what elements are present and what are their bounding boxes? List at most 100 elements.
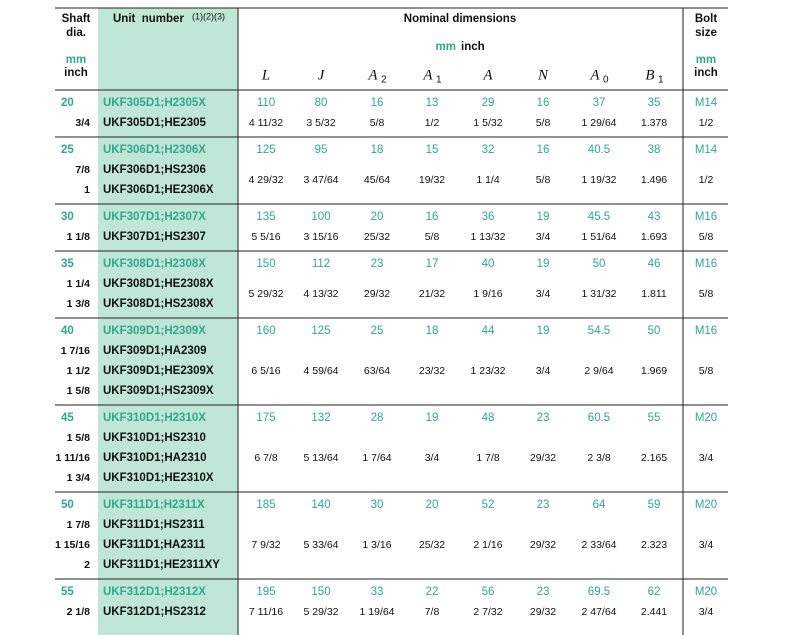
- dimension-mm: 150: [311, 586, 330, 598]
- shaft-inch: 1 1/4: [67, 278, 91, 290]
- unit-column-band: [98, 8, 238, 635]
- dimension-inch: 1 19/64: [359, 606, 394, 618]
- shaft-mm: 20: [61, 97, 74, 109]
- bolt-mm: M20: [695, 586, 717, 598]
- dimension-mm: 45.5: [588, 211, 610, 223]
- shaft-mm: 35: [61, 258, 74, 270]
- dimension-mm: 185: [256, 499, 275, 511]
- bolt-mm: M16: [695, 211, 717, 223]
- dimension-mm: 20: [371, 211, 384, 223]
- unit-inch: inch: [694, 67, 718, 79]
- dimension-mm: 30: [371, 499, 384, 511]
- dimension-mm: 50: [648, 325, 661, 337]
- dimension-mm: 43: [648, 211, 661, 223]
- unit-number: UKF305D1;HE2305: [103, 117, 207, 129]
- unit-number: UKF307D1;H2307X: [103, 211, 206, 223]
- dimension-inch: 5 13/64: [303, 452, 338, 464]
- dimension-mm: 18: [426, 325, 439, 337]
- bolt-inch: 1/2: [699, 174, 714, 186]
- dimension-inch: 7 11/16: [249, 606, 283, 618]
- dimension-mm: 40.5: [588, 144, 610, 156]
- dimension-mm: 100: [311, 211, 330, 223]
- dimension-mm: 18: [371, 144, 384, 156]
- dimension-mm: 95: [315, 144, 328, 156]
- bolt-inch: 1/2: [699, 117, 714, 129]
- shaft-inch: 1 11/16: [56, 452, 91, 464]
- dimension-inch: 1/2: [425, 117, 440, 129]
- dimension-inch: 5 33/64: [303, 539, 338, 551]
- shaft-inch: 1 5/8: [67, 432, 91, 444]
- shaft-inch: 7/8: [75, 164, 90, 176]
- column-subscript: 1: [658, 75, 664, 86]
- bolt-inch: 5/8: [699, 288, 714, 300]
- dimension-mm: 29: [482, 97, 495, 109]
- unit-number: UKF310D1;HA2310: [103, 452, 207, 464]
- dimension-inch: 5/8: [370, 117, 385, 129]
- dimension-inch: 3 5/32: [306, 117, 335, 129]
- dimension-mm: 17: [426, 258, 439, 270]
- dimension-mm: 23: [371, 258, 384, 270]
- dimension-inch: 3 47/64: [303, 174, 338, 186]
- column-symbol: J: [318, 67, 326, 83]
- unit-number: UKF308D1;HS2308X: [103, 298, 214, 310]
- dimension-mm: 35: [648, 97, 661, 109]
- dimension-mm: 23: [537, 499, 550, 511]
- unit-number: UKF311D1;H2311X: [103, 499, 205, 511]
- unit-number: UKF312D1;HS2312: [103, 606, 206, 618]
- shaft-inch: 1 1/8: [67, 231, 91, 243]
- unit-number: UKF310D1;HE2310X: [103, 472, 214, 484]
- dimension-inch: 5/8: [536, 117, 551, 129]
- dimension-mm: 16: [537, 144, 550, 156]
- dimension-mm: 125: [311, 325, 330, 337]
- dimension-inch: 21/32: [419, 288, 445, 300]
- dimension-mm: 135: [256, 211, 275, 223]
- dimension-inch: 1 23/32: [470, 365, 505, 377]
- bolt-title: Bolt: [695, 13, 718, 25]
- unit-number: UKF306D1;HE2306X: [103, 184, 214, 196]
- dimension-mm: 110: [257, 97, 275, 109]
- dimension-mm: 16: [426, 211, 439, 223]
- shaft-mm: 40: [61, 325, 74, 337]
- unit-number: UKF309D1;H2309X: [103, 325, 206, 337]
- dimension-inch: 29/32: [530, 606, 556, 618]
- column-symbol: A: [422, 67, 433, 83]
- dimension-inch: 2.323: [641, 539, 667, 551]
- unit-number: UKF308D1;H2308X: [103, 258, 206, 270]
- dimension-mm: 23: [537, 586, 550, 598]
- dimension-mm: 48: [482, 412, 495, 424]
- shaft-inch: 1 3/4: [67, 472, 91, 484]
- dimension-inch: 1 3/16: [362, 539, 391, 551]
- dimension-inch: 7 9/32: [251, 539, 280, 551]
- unit-number: UKF309D1;HE2309X: [103, 365, 214, 377]
- dimension-mm: 16: [371, 97, 384, 109]
- bolt-inch: 3/4: [699, 606, 714, 618]
- dimension-mm: 19: [537, 258, 550, 270]
- dimension-mm: 33: [371, 586, 384, 598]
- dimension-inch: 1 5/32: [473, 117, 502, 129]
- unit-inch: inch: [461, 41, 485, 53]
- dimension-mm: 55: [648, 412, 661, 424]
- dimension-mm: 50: [593, 258, 606, 270]
- dimension-inch: 6 5/16: [251, 365, 280, 377]
- shaft-inch: 1 3/8: [67, 298, 91, 310]
- unit-number: UKF309D1;HS2309X: [103, 385, 214, 397]
- dimension-mm: 38: [648, 144, 661, 156]
- shaft-mm: 50: [61, 499, 74, 511]
- dimension-inch: 2 9/64: [584, 365, 613, 377]
- shaft-inch: 2: [84, 559, 90, 571]
- dimension-inch: 1 13/32: [470, 231, 505, 243]
- dimension-mm: 19: [537, 211, 550, 223]
- dimension-inch: 23/32: [419, 365, 445, 377]
- column-symbol: A: [367, 67, 378, 83]
- column-symbol: A: [589, 67, 600, 83]
- unit-number: UKF310D1;HS2310: [103, 432, 206, 444]
- shaft-inch: 1 7/8: [67, 519, 91, 531]
- dimension-inch: 6 7/8: [254, 452, 278, 464]
- dimension-mm: 150: [256, 258, 275, 270]
- dimension-mm: 37: [593, 97, 606, 109]
- dimension-mm: 125: [256, 144, 275, 156]
- dimension-inch: 1 31/32: [581, 288, 616, 300]
- dimension-mm: 80: [315, 97, 328, 109]
- dimension-inch: 2 47/64: [581, 606, 616, 618]
